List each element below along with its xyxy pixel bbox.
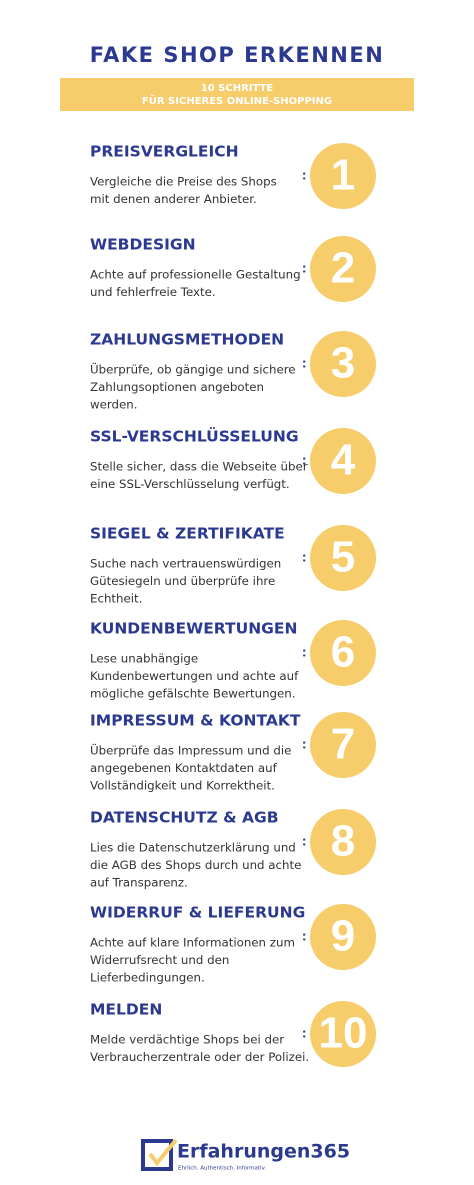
step-number: 9 xyxy=(331,912,355,961)
step-text: Kundenbewertungen und achte auf xyxy=(90,669,299,683)
step-text: mit denen anderer Anbieter. xyxy=(90,192,257,206)
step-text: angegebenen Kontaktdaten auf xyxy=(90,761,278,775)
step-text: Verbraucherzentrale oder der Polizei. xyxy=(90,1050,309,1064)
step-text: Melde verdächtige Shops bei der xyxy=(90,1033,284,1047)
step-text: Überprüfe, ob gängige und sichere xyxy=(90,361,296,377)
tagline: Ehrlich. Authentisch. Informativ. xyxy=(178,1166,266,1172)
step-title: ZAHLUNGSMETHODEN xyxy=(90,331,284,349)
step-text: Überprüfe das Impressum und die xyxy=(90,742,291,758)
step-text: eine SSL-Verschlüsselung verfügt. xyxy=(90,477,290,491)
banner-line: 10 SCHRITTE xyxy=(201,83,274,94)
step-text: Vergleiche die Preise des Shops xyxy=(90,175,277,189)
step-text: Achte auf professionelle Gestaltung xyxy=(90,268,301,282)
step-number: 4 xyxy=(331,436,356,485)
logo: Erfahrungen365 Ehrlich. Authentisch. Inf… xyxy=(141,1138,350,1172)
page-title: FAKE SHOP ERKENNEN xyxy=(90,43,385,67)
step-title: IMPRESSUM & KONTAKT xyxy=(90,712,301,730)
step-text: Achte auf klare Informationen zum xyxy=(90,936,295,950)
step-title: SIEGEL & ZERTIFIKATE xyxy=(90,525,285,543)
number-circle xyxy=(310,525,376,591)
number-circle xyxy=(310,620,376,686)
step-number: 8 xyxy=(331,817,355,866)
number-circle xyxy=(310,1001,376,1067)
logo-frame xyxy=(141,1139,173,1171)
step-text: Vollständigkeit und Korrektheit. xyxy=(90,779,275,793)
step-number: 3 xyxy=(331,339,355,388)
number-circle xyxy=(310,428,376,494)
step-number: 7 xyxy=(331,720,355,769)
number-circle xyxy=(310,143,376,209)
step-number: 10 xyxy=(319,1009,368,1058)
number-circle xyxy=(310,236,376,302)
step-title: WEBDESIGN xyxy=(90,236,196,254)
step-number: 5 xyxy=(331,533,355,582)
brand: Erfahrungen365 xyxy=(177,1141,350,1163)
step-text: Lese unabhängige xyxy=(90,652,198,666)
step-title: MELDEN xyxy=(90,1001,162,1019)
step-text: Suche nach vertrauenswürdigen xyxy=(90,557,281,571)
step-title: KUNDENBEWERTUNGEN xyxy=(90,620,297,638)
number-circle xyxy=(310,904,376,970)
banner-line: FÜR SICHERES ONLINE-SHOPPING xyxy=(142,93,332,107)
step-text: Lies die Datenschutzerklärung und xyxy=(90,841,296,855)
step-text: und fehlerfreie Texte. xyxy=(90,285,216,299)
logo-check xyxy=(148,1138,178,1167)
step-title: DATENSCHUTZ & AGB xyxy=(90,809,279,827)
step-text: Lieferbedingungen. xyxy=(90,971,205,985)
banner xyxy=(60,78,414,111)
step-text: Gütesiegeln und überprüfe ihre xyxy=(90,574,275,588)
step-text: Zahlungsoptionen angeboten xyxy=(90,380,264,394)
step-number: 6 xyxy=(331,628,355,677)
step-text: Widerrufsrecht und den xyxy=(90,953,229,967)
step-text: Echtheit. xyxy=(90,592,142,606)
number-circle xyxy=(310,331,376,397)
number-circle xyxy=(310,809,376,875)
step-text: die AGB des Shops durch und achte xyxy=(90,858,301,872)
step-text: mögliche gefälschte Bewertungen. xyxy=(90,687,296,701)
step-number: 1 xyxy=(331,151,355,200)
step-title: WIDERRUF & LIEFERUNG xyxy=(90,904,305,922)
number-circle xyxy=(310,712,376,778)
step-number: 2 xyxy=(331,244,355,293)
step-text: Stelle sicher, dass die Webseite über xyxy=(90,460,308,474)
step-title: PREISVERGLEICH xyxy=(90,143,239,161)
step-text: werden. xyxy=(90,398,138,412)
step-title: SSL-VERSCHLÜSSELUNG xyxy=(90,427,299,446)
step-text: auf Transparenz. xyxy=(90,876,188,890)
